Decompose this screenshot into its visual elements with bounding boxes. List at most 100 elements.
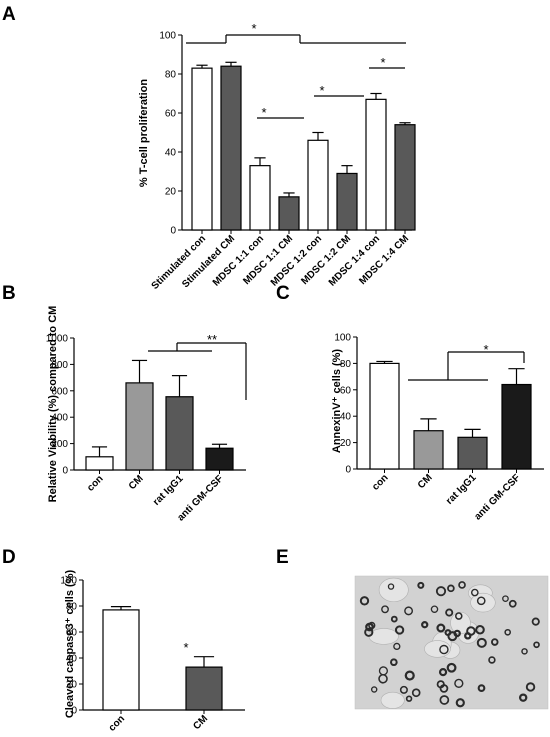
cell-shape bbox=[490, 638, 499, 646]
x-tick-label: con bbox=[107, 713, 127, 733]
x-tick-label: MDSC 1:1 con bbox=[211, 233, 266, 288]
y-tick-label: 600 bbox=[51, 386, 68, 397]
y-tick-label: 20 bbox=[340, 438, 352, 449]
y-axis-label: % T-cell proliferation bbox=[138, 79, 150, 187]
cell-shape bbox=[404, 670, 415, 681]
cell-shape bbox=[475, 624, 485, 635]
cell-shape bbox=[435, 586, 447, 597]
y-tick-label: 40 bbox=[340, 412, 352, 423]
cell-shape bbox=[447, 584, 455, 593]
y-tick-label: 0 bbox=[345, 465, 351, 476]
cell-shape bbox=[533, 641, 540, 649]
cell-shape bbox=[447, 631, 458, 642]
cell-shape bbox=[387, 583, 395, 590]
panel-label-a: A bbox=[2, 4, 16, 25]
y-tick-label: 20 bbox=[165, 187, 177, 198]
cell-shape bbox=[399, 685, 408, 694]
significance-marker: * bbox=[261, 105, 266, 120]
cell-shape bbox=[394, 625, 405, 635]
y-tick-label: 100 bbox=[334, 333, 351, 344]
x-tick-label: rat IgG1 bbox=[444, 472, 479, 507]
bar bbox=[369, 362, 400, 470]
cell-shape bbox=[405, 695, 413, 702]
significance-marker: * bbox=[319, 83, 324, 98]
cell-shape bbox=[477, 684, 486, 692]
y-tick-label: 800 bbox=[51, 360, 68, 371]
panel-label-c: C bbox=[276, 283, 290, 304]
cell-shape bbox=[390, 615, 398, 623]
x-tick-label: MDSC 1:2 con bbox=[269, 233, 324, 288]
x-tick-label: CM bbox=[416, 472, 435, 491]
bar bbox=[125, 382, 154, 471]
cell-shape bbox=[389, 658, 398, 667]
bar bbox=[336, 172, 358, 231]
y-tick-label: 100 bbox=[159, 31, 176, 42]
cell-shape bbox=[458, 581, 466, 589]
bar bbox=[205, 447, 234, 471]
cell-shape bbox=[504, 628, 511, 636]
cell-shape bbox=[430, 605, 439, 614]
y-tick-label: 100 bbox=[60, 576, 77, 587]
cell-shape bbox=[439, 695, 450, 705]
cell-shape bbox=[365, 622, 374, 632]
cell-shape bbox=[464, 632, 472, 640]
significance-marker: * bbox=[183, 640, 188, 655]
cell-shape bbox=[436, 623, 446, 633]
panel-label-d: D bbox=[2, 547, 16, 568]
y-tick-label: 0 bbox=[170, 226, 176, 237]
bar bbox=[102, 609, 140, 711]
bar bbox=[191, 67, 213, 231]
x-tick-label: con bbox=[85, 473, 105, 493]
bar bbox=[165, 396, 194, 471]
cell-shape bbox=[476, 596, 486, 606]
significance-marker: * bbox=[251, 21, 256, 36]
cell-shape bbox=[439, 644, 449, 655]
cell-shape bbox=[378, 666, 389, 676]
bar bbox=[501, 383, 532, 470]
bar bbox=[413, 430, 444, 470]
y-axis-label: AnnexinV⁺ cells (%) bbox=[331, 349, 343, 454]
cell-shape bbox=[364, 627, 374, 637]
y-tick-label: 80 bbox=[340, 359, 352, 370]
significance-marker: * bbox=[483, 342, 488, 357]
x-tick-label: CM bbox=[127, 473, 146, 492]
significance-marker: * bbox=[380, 55, 385, 70]
y-tick-label: 60 bbox=[340, 385, 352, 396]
bar bbox=[365, 98, 387, 231]
cell-shape bbox=[381, 605, 389, 614]
bar bbox=[249, 165, 271, 231]
y-tick-label: 400 bbox=[51, 413, 68, 424]
y-tick-label: 1000 bbox=[46, 334, 69, 345]
cell-shape bbox=[455, 698, 465, 708]
bar bbox=[278, 196, 300, 231]
cell-shape bbox=[368, 628, 399, 645]
cell-shape bbox=[470, 592, 496, 613]
bar bbox=[307, 139, 329, 231]
y-axis-label: Relative Viability (%) compared to CM bbox=[47, 306, 59, 503]
micrograph-image bbox=[354, 575, 549, 710]
y-tick-label: 0 bbox=[71, 706, 77, 717]
chart-c: 0 20 40 60 80 100 AnnexinV⁺ cells (%) con CM rat … bbox=[331, 333, 544, 523]
y-tick-label: 20 bbox=[66, 680, 78, 691]
cell-shape bbox=[488, 656, 496, 664]
y-tick-label: 0 bbox=[62, 466, 68, 477]
cell-shape bbox=[445, 608, 454, 617]
cell-shape bbox=[518, 693, 528, 702]
cell-shape bbox=[438, 668, 448, 677]
cell-shape bbox=[476, 637, 487, 648]
significance-marker: ** bbox=[207, 332, 217, 347]
cell-shape bbox=[525, 682, 536, 692]
bar bbox=[394, 124, 416, 231]
cell-shape bbox=[446, 662, 457, 673]
cell-shape bbox=[404, 606, 414, 616]
cell-shape bbox=[424, 640, 451, 658]
cell-shape bbox=[454, 678, 464, 688]
cell-shape bbox=[421, 621, 429, 629]
cell-shape bbox=[454, 612, 463, 620]
cell-shape bbox=[470, 588, 479, 597]
bar bbox=[457, 436, 488, 470]
cell-shape bbox=[359, 596, 370, 606]
